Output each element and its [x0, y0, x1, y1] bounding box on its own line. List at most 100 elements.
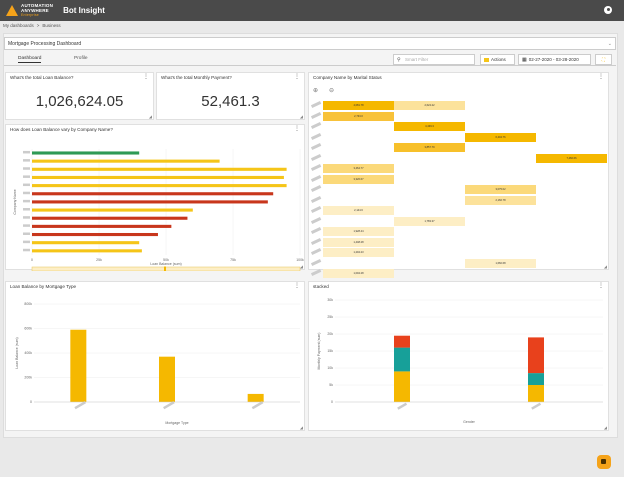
more-options-icon[interactable]: ⋮	[598, 74, 604, 80]
heatmap-cell[interactable]: 3,326.67	[323, 174, 394, 184]
y-tick-label-placeholder	[23, 150, 30, 154]
smart-filter-input[interactable]: ⚲ Smart Filter	[393, 54, 475, 65]
more-options-icon[interactable]: ⋮	[143, 74, 149, 80]
y-axis-label: Company Name	[13, 189, 17, 214]
logo-line3: Enterprise	[21, 13, 39, 17]
more-options-icon[interactable]: ⋮	[294, 283, 300, 289]
heatmap-cell[interactable]: 1,448.28	[323, 237, 394, 247]
heatmap-cell[interactable]: 7,466.66	[536, 153, 607, 163]
x-tick-label: 0	[31, 258, 33, 262]
stacked-title: stacked	[313, 284, 329, 289]
row-label-placeholder	[310, 227, 322, 234]
breadcrumb-current[interactable]: Business	[42, 22, 61, 28]
date-range-picker[interactable]: ▦ 02-27-2020 - 03-28-2020	[518, 54, 591, 65]
heatmap-cell[interactable]: 2,166.78	[465, 195, 536, 205]
y-tick-label-placeholder	[23, 248, 30, 252]
heatmap-cell[interactable]: 1,783.37	[394, 216, 465, 226]
heatmap-cell[interactable]: 2,624.22	[394, 101, 465, 110]
y-tick-label-placeholder	[23, 175, 30, 178]
bar	[32, 184, 287, 188]
y-axis-label: Loan Balance (sum)	[15, 337, 19, 368]
heatmap-cell[interactable]: 1,294.23	[323, 248, 394, 257]
breadcrumb-root[interactable]: My dashboards	[3, 22, 34, 28]
row-label-placeholder	[310, 153, 322, 160]
heatmap-cell[interactable]: 2,144.6	[323, 206, 394, 215]
heatmap-cell[interactable]: 6,404.76	[465, 132, 536, 142]
smart-filter-placeholder: Smart Filter	[405, 57, 429, 62]
heatmap-cell[interactable]: 2,733.0	[323, 111, 394, 121]
bar	[70, 329, 87, 402]
bar	[32, 167, 287, 171]
stacked-segment	[528, 385, 544, 402]
fullscreen-button[interactable]: ⛶	[595, 54, 612, 65]
bar	[32, 249, 142, 253]
y-tick-label-placeholder	[23, 224, 30, 227]
y-tick-label-placeholder	[23, 167, 30, 170]
breadcrumb: My dashboards > Business	[3, 21, 61, 29]
date-range-value: 02-27-2020 - 03-28-2020	[528, 57, 579, 62]
breadcrumb-sep: >	[36, 22, 40, 28]
x-tick-label: 50k	[163, 258, 169, 262]
zoom-in-icon[interactable]: ⊕	[313, 88, 319, 94]
bar	[32, 208, 193, 212]
chevron-down-icon: ⌄	[607, 41, 612, 47]
x-tick-label: 100k	[296, 258, 304, 262]
heatmap-cell[interactable]: 1,660.68	[465, 258, 536, 268]
loan-by-mortgage-type-card: Loan Balance by Mortgage Type ⋮ 0 200k 400…	[5, 281, 305, 431]
folder-icon	[484, 57, 489, 62]
stacked-segment	[528, 337, 544, 374]
tab-profile[interactable]: Profile	[74, 56, 88, 61]
x-tick-label: 25k	[96, 258, 102, 262]
y-tick-label: 5k	[329, 383, 333, 387]
more-options-icon[interactable]: ⋮	[294, 74, 300, 80]
more-options-icon[interactable]: ⋮	[598, 283, 604, 289]
actions-label: Actions	[491, 57, 506, 62]
heatmap-cell[interactable]: 3,464.77	[323, 164, 394, 173]
y-tick-label: 20k	[327, 332, 333, 336]
y-tick-label: 800k	[24, 302, 32, 306]
kpi-loan-balance-value: 1,026,624.05	[35, 93, 124, 110]
y-tick-label-placeholder	[23, 183, 30, 187]
resize-handle-icon[interactable]: ◢	[299, 114, 303, 119]
user-icon[interactable]	[604, 6, 612, 14]
y-tick-label-placeholder	[23, 240, 30, 244]
row-label-placeholder	[310, 164, 322, 171]
more-options-icon[interactable]: ⋮	[294, 126, 300, 132]
kpi-loan-balance-title: What's the total Loan Balance?	[10, 75, 74, 80]
y-tick-label-placeholder	[23, 208, 30, 211]
resize-handle-icon[interactable]: ◢	[603, 264, 607, 269]
zoom-out-icon[interactable]: ⊖	[329, 88, 335, 94]
resize-handle-icon[interactable]: ◢	[299, 425, 303, 430]
x-tick-label-placeholder	[163, 401, 175, 410]
x-tick-label-placeholder	[74, 401, 87, 410]
row-label-placeholder	[310, 195, 322, 202]
search-icon: ⚲	[397, 57, 401, 63]
assistant-button[interactable]	[597, 455, 611, 469]
logo-line2: ANYWHERE	[21, 8, 49, 13]
bar	[247, 393, 264, 402]
tab-bar: Dashboard Profile	[4, 53, 616, 66]
y-tick-label: 200k	[24, 376, 32, 380]
resize-handle-icon[interactable]: ◢	[148, 114, 152, 119]
row-label-placeholder	[310, 258, 322, 265]
y-axis-label: Monthly Payment (sum)	[317, 333, 321, 370]
y-tick-label-placeholder	[23, 232, 30, 235]
heatmap-cell[interactable]: 4,081.78	[323, 101, 394, 110]
kpi-monthly-payment-value: 52,461.3	[201, 93, 260, 110]
stacked-segment	[394, 347, 410, 372]
x-axis-label: Gender	[463, 420, 476, 424]
dashboard-select[interactable]: Mortgage Processing Dashboard ⌄	[4, 37, 616, 50]
y-tick-label: 0	[331, 400, 333, 404]
y-tick-label: 0	[30, 400, 32, 404]
loan-by-mortgage-type-title: Loan Balance by Mortgage Type	[10, 284, 77, 289]
resize-handle-icon[interactable]: ◢	[603, 425, 607, 430]
heatmap-cell[interactable]: 3,857.79	[394, 143, 465, 152]
tab-dashboard[interactable]: Dashboard	[18, 56, 42, 63]
heatmap-cell[interactable]: 1,094.28	[323, 269, 394, 278]
heatmap-cell[interactable]: 3,075.02	[465, 185, 536, 194]
stacked-card: stacked ⋮ 0 5k 10k 15k 20k 25k 30k Gender Monthl…	[308, 281, 609, 431]
heatmap-cell[interactable]: 4,439.3	[394, 122, 465, 131]
resize-handle-icon[interactable]: ◢	[299, 264, 303, 269]
actions-button[interactable]: Actions	[480, 54, 515, 65]
heatmap-cell[interactable]: 1,928.44	[323, 227, 394, 236]
